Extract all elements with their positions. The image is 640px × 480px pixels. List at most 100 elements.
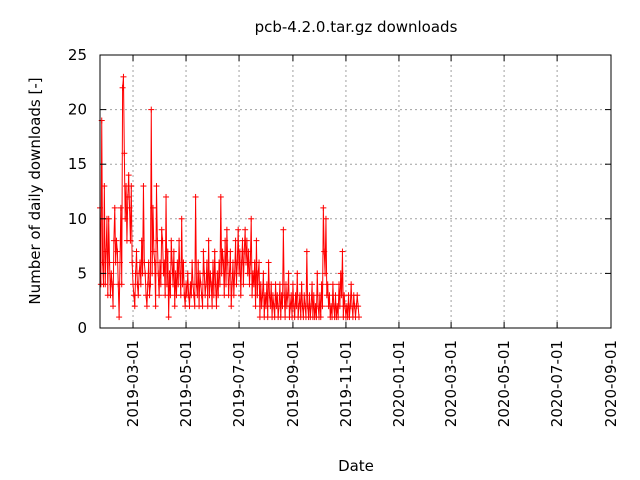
data-point bbox=[159, 237, 166, 244]
data-point bbox=[253, 237, 260, 244]
y-tick-label: 0 bbox=[77, 319, 87, 337]
data-point bbox=[319, 303, 326, 310]
data-point bbox=[207, 270, 214, 277]
data-point bbox=[257, 281, 264, 288]
data-point bbox=[355, 303, 362, 310]
data-point bbox=[133, 248, 140, 255]
data-point bbox=[213, 303, 220, 310]
data-point bbox=[197, 281, 204, 288]
data-point bbox=[233, 281, 240, 288]
data-point bbox=[153, 183, 160, 190]
data-point bbox=[113, 237, 120, 244]
data-point bbox=[151, 259, 158, 266]
data-point bbox=[276, 281, 283, 288]
x-tick-label: 2020-05-01 bbox=[495, 340, 513, 427]
data-point bbox=[180, 259, 187, 266]
data-point bbox=[335, 314, 342, 321]
data-point bbox=[125, 172, 132, 179]
data-point bbox=[255, 270, 262, 277]
data-point bbox=[170, 248, 177, 255]
y-tick-label: 15 bbox=[68, 155, 87, 173]
data-point bbox=[106, 259, 113, 266]
data-point bbox=[237, 292, 244, 299]
data-point bbox=[245, 248, 252, 255]
data-point bbox=[121, 150, 128, 157]
data-point bbox=[176, 270, 183, 277]
data-point bbox=[329, 281, 336, 288]
data-point bbox=[285, 270, 292, 277]
data-point bbox=[227, 248, 234, 255]
y-axis-label: Number of daily downloads [-] bbox=[26, 77, 44, 304]
data-point bbox=[201, 270, 208, 277]
data-point bbox=[348, 281, 355, 288]
data-point bbox=[123, 183, 130, 190]
data-point bbox=[110, 303, 117, 310]
data-point bbox=[171, 303, 178, 310]
data-point bbox=[282, 281, 289, 288]
data-point bbox=[321, 248, 328, 255]
x-tick-label: 2019-07-01 bbox=[230, 340, 248, 427]
data-point bbox=[158, 226, 165, 233]
data-point bbox=[147, 281, 154, 288]
data-point bbox=[219, 248, 226, 255]
data-point bbox=[345, 292, 352, 299]
data-point bbox=[195, 259, 202, 266]
data-point bbox=[174, 259, 181, 266]
data-point bbox=[127, 237, 134, 244]
data-point bbox=[118, 281, 125, 288]
data-point bbox=[103, 248, 110, 255]
data-point bbox=[254, 292, 261, 299]
data-point bbox=[131, 303, 138, 310]
data-point bbox=[156, 292, 163, 299]
data-point bbox=[138, 237, 145, 244]
ticks-layer bbox=[100, 54, 612, 329]
data-point bbox=[168, 237, 175, 244]
data-point bbox=[203, 281, 210, 288]
data-point bbox=[105, 215, 112, 222]
data-point bbox=[143, 303, 150, 310]
data-point bbox=[99, 259, 106, 266]
data-point bbox=[109, 281, 116, 288]
x-tick-label: 2020-07-01 bbox=[548, 340, 566, 427]
data-point bbox=[154, 237, 161, 244]
data-point bbox=[163, 281, 170, 288]
data-point bbox=[165, 314, 172, 321]
data-point bbox=[200, 248, 207, 255]
data-point bbox=[148, 106, 155, 113]
data-point bbox=[192, 193, 199, 200]
data-point bbox=[249, 292, 256, 299]
data-point bbox=[178, 215, 185, 222]
data-point bbox=[120, 73, 127, 80]
data-point bbox=[242, 226, 249, 233]
data-point bbox=[265, 259, 272, 266]
grid-layer bbox=[100, 55, 611, 328]
data-point bbox=[217, 193, 224, 200]
data-point bbox=[186, 303, 193, 310]
data-point bbox=[224, 259, 231, 266]
data-point bbox=[146, 292, 153, 299]
data-point bbox=[244, 270, 251, 277]
data-point bbox=[230, 292, 237, 299]
y-tick-label: 20 bbox=[68, 101, 87, 119]
x-tick-label: 2020-09-01 bbox=[602, 340, 620, 427]
data-point bbox=[164, 248, 171, 255]
data-point bbox=[135, 292, 142, 299]
data-point bbox=[223, 226, 230, 233]
data-point bbox=[225, 292, 232, 299]
data-point bbox=[337, 270, 344, 277]
data-point bbox=[232, 237, 239, 244]
data-point bbox=[354, 292, 361, 299]
data-point bbox=[203, 259, 210, 266]
x-tick-label: 2019-09-01 bbox=[284, 340, 302, 427]
data-point bbox=[260, 270, 267, 277]
data-point bbox=[211, 248, 218, 255]
data-point bbox=[332, 292, 339, 299]
data-point bbox=[222, 237, 229, 244]
y-tick-label: 10 bbox=[68, 210, 87, 228]
data-point bbox=[209, 259, 216, 266]
data-point bbox=[140, 183, 147, 190]
data-point bbox=[150, 248, 157, 255]
data-point bbox=[114, 248, 121, 255]
data-point bbox=[243, 237, 250, 244]
